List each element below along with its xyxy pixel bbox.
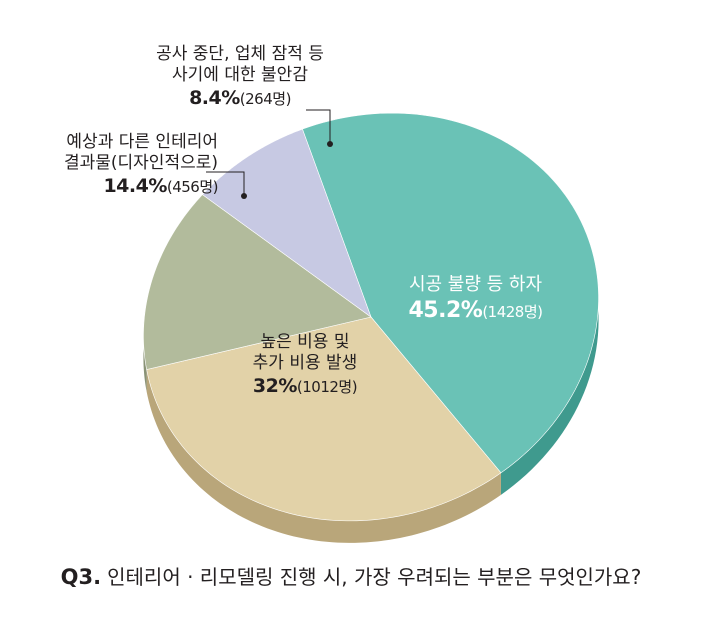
slice-name-line2: 결과물(디자인적으로) <box>63 153 218 174</box>
pie-slice-3 <box>202 128 372 318</box>
slice-label-design: 예상과 다른 인테리어 결과물(디자인적으로) 14.4%(456명) <box>18 132 219 198</box>
pie-side-1 <box>146 369 501 543</box>
pie-slice-0 <box>302 112 599 474</box>
pie-chart <box>143 109 599 543</box>
slice-name: 시공 불량 등 하자 <box>408 274 543 295</box>
slice-name-line2: 추가 비용 발생 <box>252 353 358 374</box>
slice-name-line1: 공사 중단, 업체 잠적 등 <box>156 44 324 64</box>
slice-name-line2: 사기에 대한 불안감 <box>172 65 308 86</box>
slice-percent: 45.2% <box>408 297 483 323</box>
survey-question: Q3. 인테리어 · 리모델링 진행 시, 가장 우려되는 부분은 무엇인가요? <box>0 561 702 590</box>
question-text: 인테리어 · 리모델링 진행 시, 가장 우려되는 부분은 무엇인가요? <box>107 565 642 589</box>
slice-percent: 14.4% <box>103 174 167 197</box>
pie-slices <box>143 112 599 522</box>
slice-name-line1: 예상과 다른 인테리어 <box>66 132 218 152</box>
slice-name-line1: 높은 비용 및 <box>260 332 350 352</box>
slice-percent: 32% <box>252 374 297 397</box>
slice-count: (456명) <box>166 177 219 196</box>
pie-slice-2 <box>143 194 372 370</box>
slice-label-fraud: 공사 중단, 업체 잠적 등 사기에 대한 불안감 8.4%(264명) <box>135 44 345 110</box>
slice-count: (1012명) <box>296 377 358 396</box>
slice-percent: 8.4% <box>189 86 240 109</box>
leader-lines <box>206 109 333 199</box>
pie-slice-1 <box>146 316 502 522</box>
leader-fraud-dot <box>327 141 333 147</box>
leader-fraud <box>306 109 331 144</box>
leader-design-dot <box>241 193 247 199</box>
slice-label-high-cost: 높은 비용 및 추가 비용 발생 32%(1012명) <box>220 332 390 398</box>
slice-count: (264명) <box>239 89 292 108</box>
slice-count: (1428명) <box>482 302 543 321</box>
slice-label-defects: 시공 불량 등 하자 45.2%(1428명) <box>388 274 563 324</box>
leader-design <box>206 171 245 196</box>
question-number: Q3. <box>60 565 102 589</box>
